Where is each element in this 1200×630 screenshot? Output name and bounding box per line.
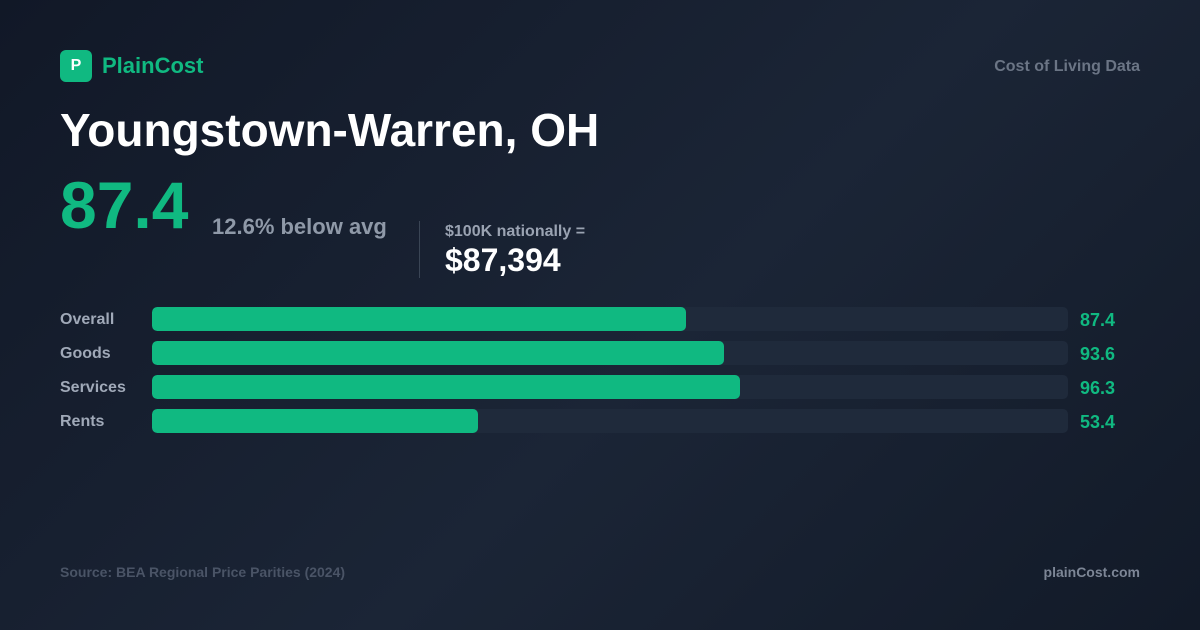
bar-row-services: Services 96.3: [60, 374, 1140, 400]
site-link[interactable]: plainCost.com: [1043, 564, 1140, 580]
bar-rents: [152, 409, 478, 433]
index-value: 87.4: [60, 168, 189, 242]
logo-icon: P: [60, 50, 92, 82]
bar-value-rents: 53.4: [1080, 412, 1116, 432]
bar-row-rents: Rents 53.4: [60, 408, 1140, 434]
brand-name: PlainCost: [102, 53, 204, 78]
bar-overall: [152, 307, 686, 331]
bar-value-overall: 87.4: [1080, 310, 1116, 330]
bar-label-goods: Goods: [60, 345, 111, 362]
bar-row-overall: Overall 87.4: [60, 306, 1140, 332]
bar-value-services: 96.3: [1080, 378, 1116, 398]
bar-track-goods: [152, 341, 1068, 365]
bar-row-goods: Goods 93.6: [60, 340, 1140, 366]
page-title: Youngstown-Warren, OH: [60, 104, 600, 156]
tagline: Cost of Living Data: [994, 58, 1140, 75]
source-note: Source: BEA Regional Price Parities (202…: [60, 564, 346, 580]
divider: [419, 221, 420, 278]
bar-value-goods: 93.6: [1080, 344, 1116, 364]
comparison-text: 12.6% below avg: [212, 214, 387, 239]
brand[interactable]: P PlainCost: [60, 50, 203, 82]
bar-track-overall: [152, 307, 1068, 331]
bar-track-services: [152, 375, 1068, 399]
bar-goods: [152, 341, 724, 365]
header: P PlainCost Cost of Living Data: [60, 50, 1140, 82]
bar-services: [152, 375, 740, 399]
bar-label-overall: Overall: [60, 311, 115, 328]
bar-label-services: Services: [60, 379, 126, 396]
bar-label-rents: Rents: [60, 413, 105, 430]
equivalent-value: $87,394: [445, 242, 561, 278]
equivalent-label: $100K nationally =: [445, 223, 586, 240]
bar-chart: Overall 87.4 Goods 93.6 Services 96.3 Rents 53.…: [60, 306, 1140, 436]
bar-track-rents: [152, 409, 1068, 433]
